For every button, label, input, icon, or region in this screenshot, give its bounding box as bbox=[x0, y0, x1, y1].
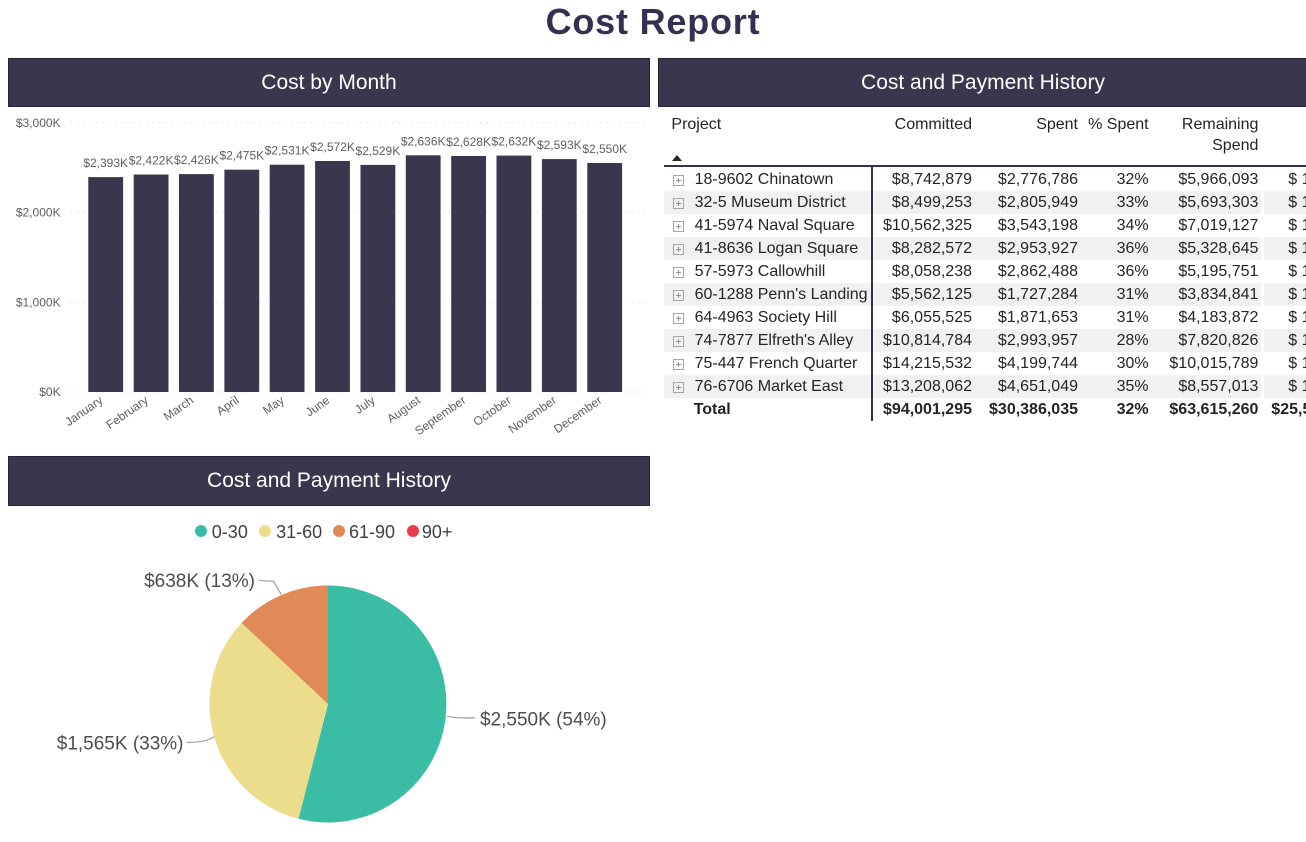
svg-text:January: January bbox=[62, 393, 105, 429]
svg-text:$2,422K: $2,422K bbox=[129, 154, 174, 168]
svg-text:$2,000K: $2,000K bbox=[16, 206, 61, 220]
svg-text:November: November bbox=[506, 393, 559, 436]
svg-text:$0K: $0K bbox=[39, 385, 60, 399]
svg-text:February: February bbox=[103, 393, 150, 432]
svg-text:$1,000K: $1,000K bbox=[16, 295, 61, 309]
svg-text:April: April bbox=[214, 393, 242, 418]
svg-text:$2,550K: $2,550K bbox=[582, 142, 627, 156]
svg-text:August: August bbox=[384, 393, 423, 426]
svg-text:$2,593K: $2,593K bbox=[537, 138, 582, 152]
svg-text:$2,475K: $2,475K bbox=[219, 149, 264, 163]
svg-text:$638K (13%): $638K (13%) bbox=[144, 571, 255, 592]
svg-text:July: July bbox=[352, 393, 378, 417]
svg-text:May: May bbox=[260, 393, 287, 417]
svg-text:June: June bbox=[303, 393, 333, 420]
svg-text:$2,636K: $2,636K bbox=[401, 134, 446, 148]
svg-text:$3,000K: $3,000K bbox=[16, 116, 61, 130]
svg-text:$1,565K (33%): $1,565K (33%) bbox=[57, 734, 184, 755]
svg-text:December: December bbox=[551, 393, 604, 436]
svg-text:$2,531K: $2,531K bbox=[265, 144, 310, 158]
svg-text:September: September bbox=[412, 393, 468, 438]
svg-text:$2,426K: $2,426K bbox=[174, 153, 219, 167]
svg-text:$2,632K: $2,632K bbox=[492, 135, 537, 149]
svg-text:$2,550K (54%): $2,550K (54%) bbox=[480, 710, 607, 731]
svg-text:$2,572K: $2,572K bbox=[310, 140, 355, 154]
svg-text:March: March bbox=[161, 393, 196, 424]
svg-text:$2,529K: $2,529K bbox=[356, 144, 401, 158]
svg-text:$2,628K: $2,628K bbox=[446, 135, 491, 149]
svg-text:$2,393K: $2,393K bbox=[83, 156, 128, 170]
